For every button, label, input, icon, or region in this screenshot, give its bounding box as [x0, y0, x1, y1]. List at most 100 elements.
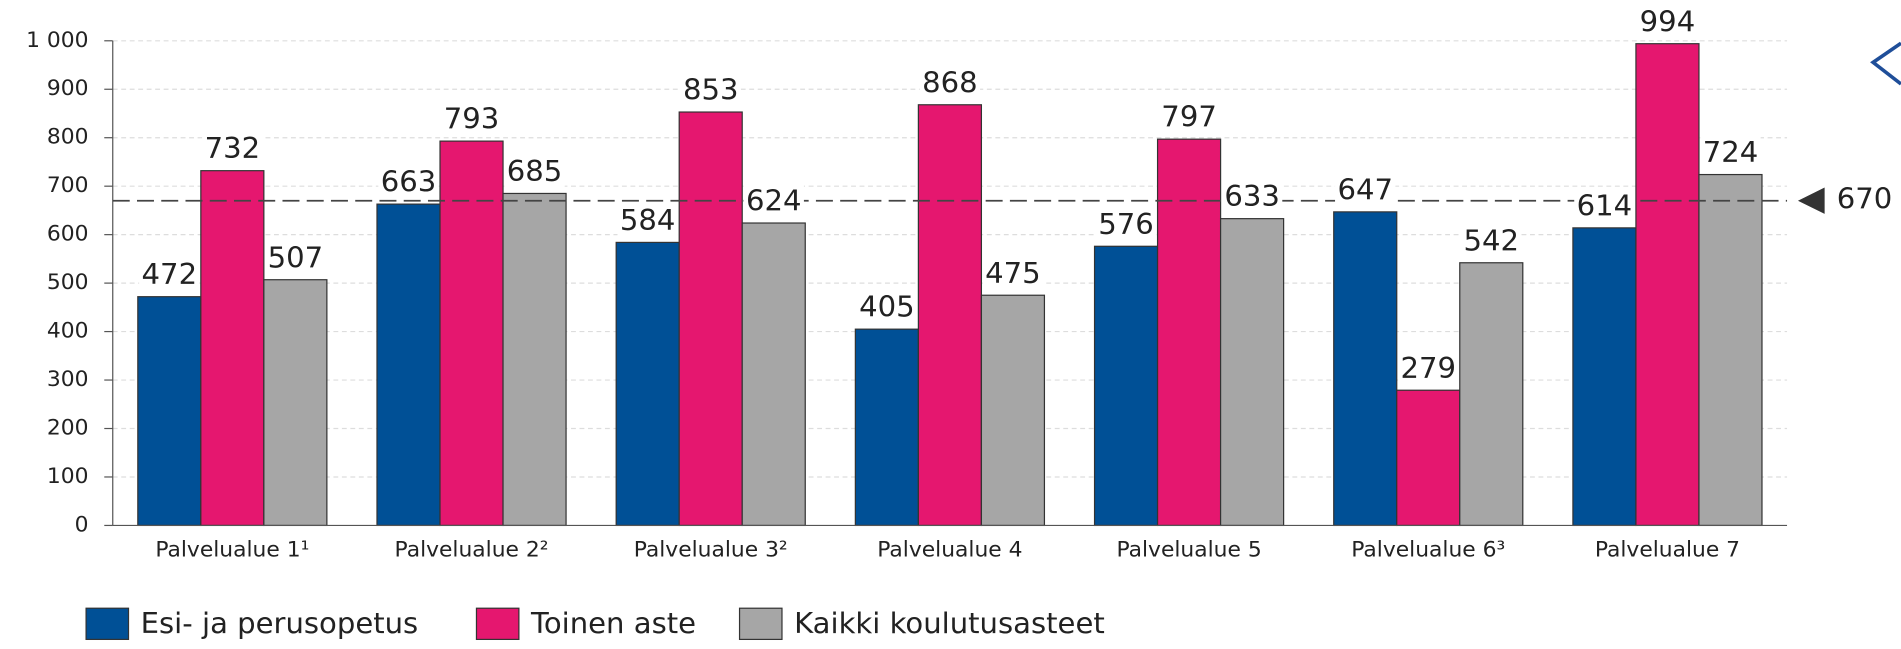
value-label-bg — [202, 131, 263, 166]
x-tick-label: Palvelualue 1¹ — [155, 538, 309, 563]
bar — [1459, 262, 1524, 527]
value-label: 732 — [205, 131, 261, 165]
legend-label: Toinen aste — [530, 606, 696, 640]
value-label: 279 — [1400, 351, 1456, 385]
value-label-bg — [1574, 188, 1635, 223]
bar — [263, 279, 328, 527]
y-tick-label: 0 — [75, 513, 89, 538]
bar — [917, 104, 983, 527]
x-tick-label: Palvelualue 5 — [1116, 538, 1261, 563]
value-label-bg — [1335, 172, 1396, 207]
value-label-group: 507 — [265, 240, 326, 275]
value-label: 614 — [1577, 189, 1633, 223]
bar — [439, 140, 504, 527]
value-label-group: 663 — [378, 164, 439, 199]
y-tick-label: 400 — [47, 319, 89, 344]
value-label-group: 685 — [504, 154, 565, 188]
y-tick-label: 100 — [47, 464, 89, 489]
value-label: 868 — [922, 65, 978, 99]
value-label-bg — [856, 289, 918, 324]
x-tick-label: Palvelualue 7 — [1595, 538, 1740, 563]
back-chevron[interactable] — [1870, 41, 1901, 86]
value-label-bg — [1637, 4, 1698, 39]
value-label: 624 — [746, 184, 802, 218]
value-label-group: 405 — [856, 289, 918, 324]
value-label-bg — [982, 255, 1044, 290]
bar — [1572, 227, 1637, 527]
value-label: 994 — [1640, 4, 1696, 38]
value-label-group: 647 — [1335, 172, 1396, 207]
reference-marker — [1797, 187, 1825, 214]
value-label-group: 853 — [680, 72, 741, 107]
value-label-bg — [743, 183, 804, 218]
value-label: 507 — [268, 240, 324, 274]
bar — [502, 192, 567, 527]
value-label-bg — [265, 240, 326, 275]
value-label: 724 — [1703, 135, 1759, 169]
value-label-bg — [1398, 350, 1459, 385]
legend-label: Esi- ja perusopetus — [141, 606, 419, 640]
value-label: 472 — [142, 257, 198, 291]
value-label: 584 — [620, 203, 676, 237]
reference-label: 670 — [1837, 182, 1893, 216]
bar — [1396, 389, 1461, 527]
bar — [1333, 211, 1398, 527]
value-label: 576 — [1098, 207, 1154, 241]
value-label: 475 — [985, 256, 1041, 290]
y-tick-label: 300 — [47, 367, 89, 392]
x-tick-label: Palvelualue 3² — [634, 538, 788, 563]
x-tick-label: Palvelualue 4 — [877, 538, 1022, 563]
value-label-group: 732 — [202, 131, 263, 166]
value-label-group: 793 — [441, 101, 502, 136]
value-label-group: 633 — [1221, 179, 1283, 214]
value-label: 793 — [444, 102, 500, 136]
y-tick-label: 200 — [47, 416, 89, 441]
value-label-group: 994 — [1637, 4, 1698, 39]
value-label: 647 — [1337, 173, 1393, 207]
bar — [615, 241, 680, 527]
y-tick-label: 900 — [47, 76, 89, 101]
value-label: 663 — [381, 165, 437, 199]
value-label: 853 — [683, 73, 739, 107]
x-tick-label: Palvelualue 2² — [395, 538, 549, 563]
value-label-bg — [441, 101, 502, 136]
y-tick-label: 500 — [47, 270, 89, 295]
value-label-bg — [1221, 179, 1283, 214]
bar — [980, 294, 1046, 527]
bar — [1093, 245, 1159, 527]
bar — [137, 296, 202, 527]
value-label-bg — [1700, 135, 1761, 170]
value-label-group: 472 — [139, 257, 200, 292]
bar — [1635, 43, 1700, 527]
bar — [678, 111, 743, 527]
legend-swatch — [738, 607, 783, 641]
value-label-group: 868 — [919, 65, 981, 100]
value-label-bg — [1158, 99, 1220, 134]
value-label-bg — [919, 65, 981, 100]
legend-swatch — [85, 607, 130, 641]
value-label-group: 475 — [982, 255, 1044, 290]
value-label-group: 797 — [1158, 99, 1220, 134]
y-tick-label: 1 000 — [26, 28, 88, 53]
value-label-group: 724 — [1700, 135, 1761, 170]
x-tick-label: Palvelualue 6³ — [1351, 538, 1505, 563]
legend-swatch — [475, 607, 520, 641]
value-label-group: 542 — [1461, 223, 1522, 258]
value-label-bg — [1461, 223, 1522, 258]
y-tick-label: 700 — [47, 173, 89, 198]
bar — [376, 203, 441, 527]
value-label-bg — [504, 154, 565, 188]
value-label-bg — [680, 72, 741, 107]
bar — [1698, 173, 1763, 527]
value-label-bg — [378, 164, 439, 199]
value-label-group: 584 — [617, 203, 678, 237]
value-label-bg — [617, 203, 678, 237]
value-label: 797 — [1161, 100, 1217, 134]
bar — [1219, 218, 1285, 527]
value-label-group: 576 — [1095, 206, 1157, 241]
value-label: 405 — [859, 290, 915, 324]
y-tick-label: 600 — [47, 222, 89, 247]
value-label-group: 279 — [1398, 350, 1459, 385]
value-label: 542 — [1464, 223, 1520, 257]
